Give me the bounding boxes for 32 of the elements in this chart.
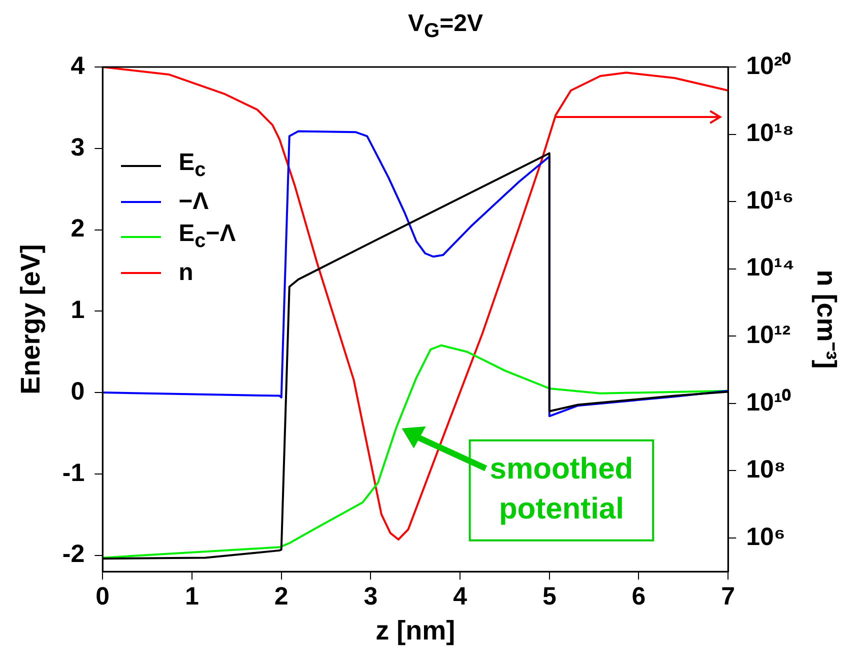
x-tick-label: 1 [185,582,200,610]
x-tick-label: 0 [96,582,110,610]
x-tick-label: 7 [721,582,736,610]
legend-label: E$_{c}$ [178,148,206,183]
x-tick-label: 6 [632,582,646,610]
y2-tick-label: 10¹² [746,321,791,350]
y2-tick-label: 10²⁰ [746,52,792,80]
y-tick-label: -1 [62,458,85,487]
y-tick-label: 1 [70,296,85,324]
y2-tick-label: 10¹⁰ [746,388,792,416]
legend-label: E$_{c}$−Λ [178,218,236,254]
y-tick-label: -2 [62,540,85,568]
y-tick-label: 0 [70,377,85,406]
y2-tick-label: 10¹⁸ [746,119,794,148]
y2-tick-label: 10¹⁴ [746,254,795,282]
x-tick-label: 4 [453,582,468,610]
y2-tick-label: 10¹⁶ [746,186,794,214]
y2-tick-label: 10⁸ [746,456,786,484]
legend-label: −Λ [178,186,209,217]
x-tick-label: 5 [542,582,556,610]
y-tick-label: 3 [70,133,85,162]
y-axis-title: Energy [eV] [16,244,46,394]
y-tick-label: 4 [70,52,85,80]
y2-tick-label: 10⁶ [746,522,786,551]
y2-axis-title: n [cm⁻³] [811,270,842,369]
x-tick-label: 3 [364,582,378,610]
legend-label: n [178,258,194,288]
chart-title: V$_{G}$=2V [407,10,484,43]
x-tick-label: 2 [274,582,288,610]
x-axis-title: z [nm] [376,615,456,646]
annotation: smoothed potential [490,452,634,526]
y-tick-label: 2 [70,214,85,243]
